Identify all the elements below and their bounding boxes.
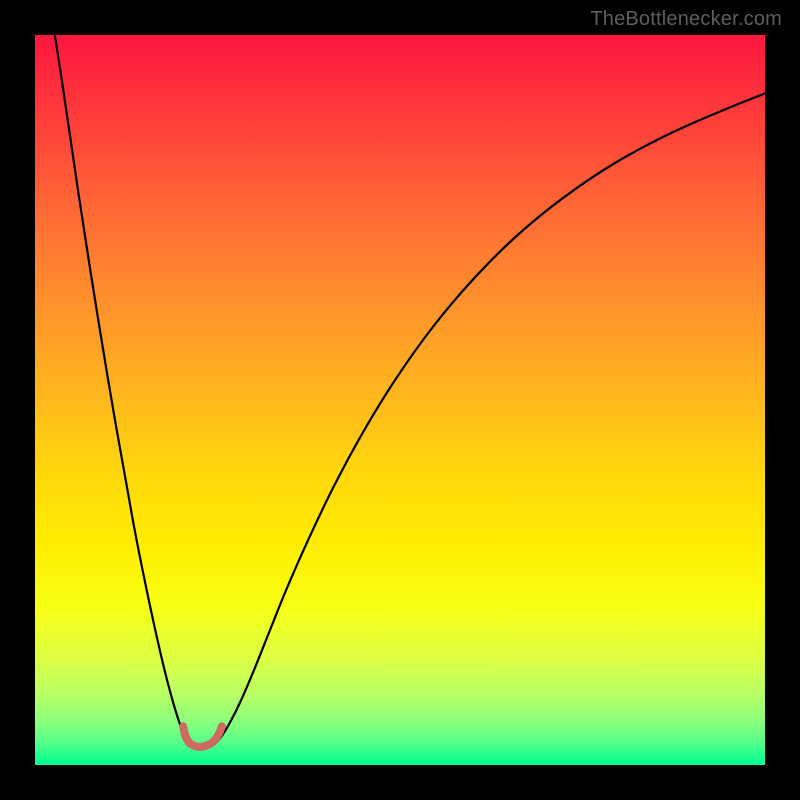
dip-marker (183, 726, 222, 747)
curve-overlay (0, 0, 800, 800)
bottleneck-curve (47, 0, 773, 749)
chart-container: TheBottlenecker.com (0, 0, 800, 800)
